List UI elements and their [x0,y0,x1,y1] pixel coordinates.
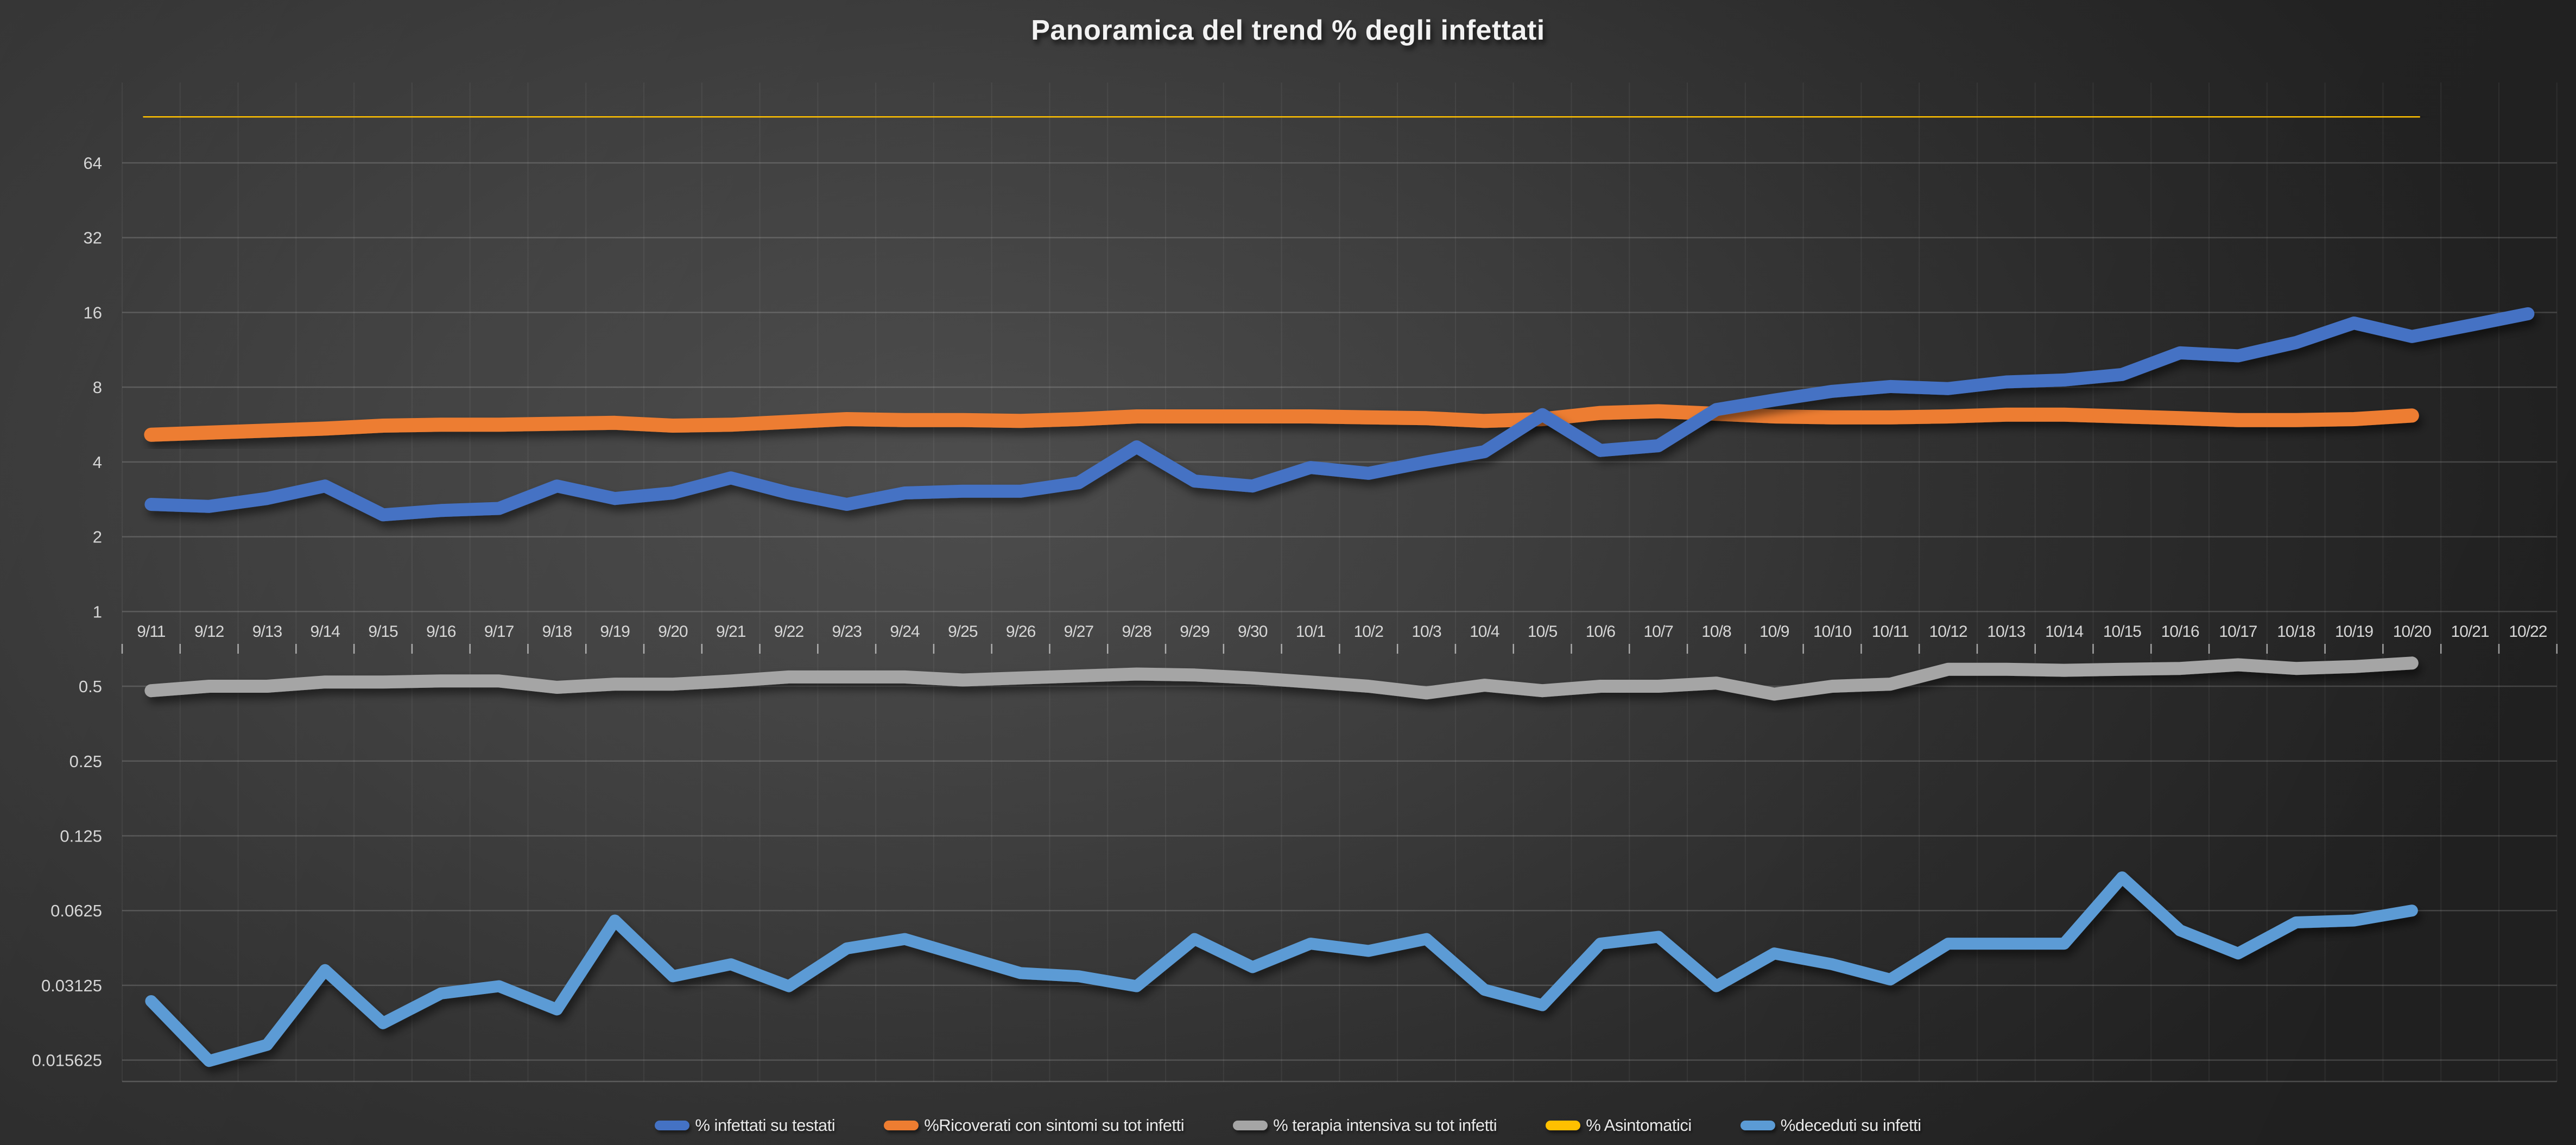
x-axis-tick-label: 9/13 [252,623,282,641]
x-axis-tick-label: 9/19 [600,623,630,641]
x-axis-tick-label: 10/21 [2451,623,2489,641]
x-axis-tick-label: 10/19 [2335,623,2373,641]
series-line-1 [144,307,2535,522]
x-axis-tick-label: 9/11 [137,623,165,641]
x-axis-tick-label: 9/28 [1122,623,1151,641]
x-axis-tick-label: 9/22 [774,623,804,641]
y-axis-tick-label: 32 [84,229,102,248]
x-axis-tick-label: 10/9 [1759,623,1789,641]
legend-item-1[interactable]: % infettati su testati [655,1116,836,1135]
x-axis-tick-label: 10/22 [2509,623,2547,641]
x-axis-tick-label: 10/4 [1470,623,1499,641]
y-axis-tick-label: 0.0625 [50,901,102,920]
x-axis-tick-label: 10/1 [1296,623,1326,641]
x-axis-tick-label: 10/7 [1643,623,1673,641]
legend-marker-icon [1740,1121,1775,1130]
x-axis-tick-label: 9/26 [1006,623,1036,641]
x-axis-tick-label: 9/14 [311,623,340,641]
legend-item-label: %Ricoverati con sintomi su tot infetti [924,1116,1185,1135]
legend-marker-icon [884,1121,919,1130]
legend-marker-icon [1233,1121,1268,1130]
x-axis-tick-label: 9/17 [484,623,514,641]
x-axis-tick-label: 10/3 [1412,623,1441,641]
x-axis-tick-label: 9/15 [368,623,398,641]
x-axis-tick-label: 10/16 [2161,623,2199,641]
y-axis-tick-label: 0.125 [60,826,102,845]
x-axis-tick-label: 9/20 [658,623,688,641]
x-axis-tick-label: 10/13 [1987,623,2025,641]
x-axis-tick-label: 9/21 [716,623,746,641]
y-axis-tick-label: 0.5 [79,677,102,696]
x-axis-tick-label: 10/20 [2393,623,2431,641]
x-axis-tick-label: 10/12 [1929,623,1967,641]
x-axis-tick-label: 10/5 [1528,623,1558,641]
legend-item-3[interactable]: % terapia intensiva su tot infetti [1233,1116,1497,1135]
x-axis-tick-label: 9/24 [890,623,920,641]
x-axis-tick-label: 10/11 [1872,623,1909,641]
x-axis-tick-label: 9/25 [948,623,978,641]
x-axis-tick-label: 9/16 [426,623,456,641]
legend-item-label: %deceduti su infetti [1780,1116,1921,1135]
legend-item-label: % terapia intensiva su tot infetti [1273,1116,1497,1135]
legend-marker-icon [655,1121,690,1130]
legend-item-5[interactable]: %deceduti su infetti [1740,1116,1921,1135]
y-axis-tick-label: 0.25 [69,752,102,771]
y-axis-tick-label: 1 [93,602,102,621]
x-axis-tick-label: 9/27 [1064,623,1094,641]
series-line-3 [144,656,2419,701]
x-axis-tick-label: 9/30 [1238,623,1268,641]
x-axis-tick-label: 10/2 [1354,623,1384,641]
series-line-2 [144,404,2419,442]
y-axis-tick-label: 0.03125 [41,976,102,995]
series-line-5 [145,871,2418,1067]
y-axis-tick-label: 2 [93,528,102,547]
chart-title: Panoramica del trend % degli infettati [1031,15,1545,46]
y-axis-tick-label: 8 [93,378,102,397]
y-axis-tick-label: 0.015625 [32,1051,102,1070]
legend-item-label: % Asintomatici [1586,1116,1692,1135]
legend-item-4[interactable]: % Asintomatici [1546,1116,1692,1135]
x-axis-tick-label: 9/23 [832,623,862,641]
legend-item-2[interactable]: %Ricoverati con sintomi su tot infetti [884,1116,1185,1135]
x-axis-tick-label: 10/18 [2277,623,2315,641]
x-axis-tick-label: 10/15 [2103,623,2141,641]
x-axis-tick-label: 10/6 [1586,623,1616,641]
x-axis-tick-label: 10/17 [2219,623,2257,641]
y-axis-tick-label: 16 [84,303,102,322]
legend-item-label: % infettati su testati [695,1116,836,1135]
legend-marker-icon [1546,1121,1581,1130]
x-axis-tick-label: 9/18 [542,623,572,641]
y-axis-tick-label: 64 [84,154,102,173]
legend: % infettati su testati %Ricoverati con si… [0,1116,2576,1135]
x-axis-tick-label: 9/29 [1180,623,1210,641]
y-axis-tick-label: 4 [93,453,102,472]
x-axis-tick-label: 10/8 [1701,623,1731,641]
x-axis-tick-label: 9/12 [194,623,224,641]
x-axis-tick-label: 10/14 [2045,623,2083,641]
x-axis-tick-label: 10/10 [1813,623,1851,641]
